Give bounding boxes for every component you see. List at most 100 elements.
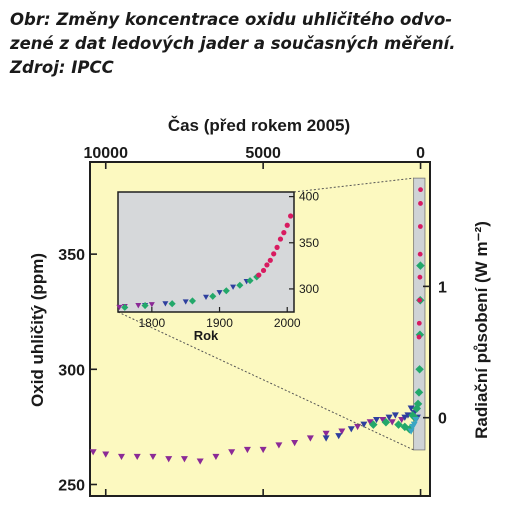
top-axis-tick-label: 5000 xyxy=(245,145,281,162)
inset-point xyxy=(260,267,267,274)
main-point xyxy=(415,365,424,374)
main-point xyxy=(416,261,425,270)
main-point xyxy=(388,419,396,426)
right-axis-title: Radiační působení (W m⁻²) xyxy=(472,221,491,439)
inset-point xyxy=(281,230,287,236)
main-point xyxy=(243,446,251,454)
top-axis-title: Čas (před rokem 2005) xyxy=(168,116,350,135)
inset-point xyxy=(277,236,284,242)
main-point xyxy=(291,440,299,447)
main-point xyxy=(354,423,362,431)
main-point xyxy=(338,428,346,435)
main-point xyxy=(228,449,236,456)
main-point xyxy=(275,442,283,449)
main-point xyxy=(413,399,423,409)
inset-point xyxy=(267,257,273,263)
caption-line-2: zené z dat ledových jader a současných m… xyxy=(10,34,456,53)
main-point xyxy=(407,405,415,412)
main-point xyxy=(322,435,330,442)
inset-point xyxy=(148,302,155,308)
inset-y-tick-label: 350 xyxy=(299,236,319,250)
inset-x-axis-title: Rok xyxy=(194,328,219,343)
main-point xyxy=(414,388,424,397)
main-point xyxy=(417,251,423,257)
left-axis-tick-label: 250 xyxy=(58,477,85,494)
left-axis-tick-label: 350 xyxy=(58,247,85,264)
main-point xyxy=(133,453,141,461)
inset-point xyxy=(256,272,262,278)
main-point xyxy=(165,456,173,463)
top-axis-tick-label: 0 xyxy=(416,145,425,162)
figure-caption: Obr: Změny koncentrace oxidu uhličitého … xyxy=(10,8,500,80)
main-point xyxy=(417,274,423,280)
main-point xyxy=(407,428,415,435)
main-point xyxy=(394,420,403,429)
caption-line-1: Obr: Změny koncentrace oxidu uhličitého … xyxy=(10,10,453,29)
inset-point xyxy=(162,301,169,307)
inset-point xyxy=(141,302,149,310)
main-point xyxy=(398,416,406,424)
inset-chart: 1800 1900 2000 300 350 400 Rok xyxy=(116,177,414,451)
main-point xyxy=(401,414,409,421)
inset-point xyxy=(135,303,142,309)
right-axis-tick-label: 1 xyxy=(438,279,447,296)
inset-y-tick-label: 300 xyxy=(299,282,319,296)
left-axis-title: Oxid uhličitý (ppm) xyxy=(28,253,47,407)
inset-point xyxy=(121,303,129,311)
caption-line-3: Zdroj: IPCC xyxy=(10,58,114,77)
main-point xyxy=(149,453,157,461)
main-point xyxy=(379,416,387,424)
main-point xyxy=(381,418,391,427)
main-point xyxy=(417,224,423,229)
inset-point xyxy=(116,304,123,311)
main-point xyxy=(418,187,423,193)
inset-point xyxy=(222,287,230,295)
main-point xyxy=(89,449,97,456)
main-point xyxy=(412,416,420,424)
main-point xyxy=(369,420,378,429)
main-point xyxy=(416,320,422,326)
axes-group: 10000 5000 0 250 300 350 0 1 xyxy=(58,145,447,496)
top-axis-tick-label: 10000 xyxy=(83,145,128,162)
inset-point xyxy=(216,290,223,296)
main-point xyxy=(360,421,368,428)
main-point xyxy=(196,458,204,465)
inset-point xyxy=(246,277,254,285)
main-point xyxy=(180,456,188,463)
main-point xyxy=(117,453,125,461)
inset-point xyxy=(230,284,237,290)
inset-point xyxy=(288,213,294,219)
inset-point xyxy=(168,300,176,308)
inset-point xyxy=(188,297,196,305)
inset-plot-area xyxy=(117,191,295,313)
inset-point xyxy=(284,222,290,228)
main-point xyxy=(418,201,423,206)
main-point xyxy=(417,297,423,303)
main-point xyxy=(366,419,374,426)
inset-point xyxy=(264,262,270,268)
main-point xyxy=(404,412,412,419)
main-series-group xyxy=(89,177,426,465)
inset-connector xyxy=(293,177,414,193)
main-point xyxy=(416,334,422,340)
inset-point xyxy=(182,299,189,305)
main-point xyxy=(347,426,355,433)
right-axis-tick-label: 0 xyxy=(438,411,447,428)
main-point xyxy=(102,451,110,458)
inset-point xyxy=(203,294,209,301)
inset-point xyxy=(274,244,280,250)
main-point xyxy=(322,430,330,438)
main-point xyxy=(306,435,314,442)
inset-x-tick-label: 1900 xyxy=(206,316,233,330)
main-point xyxy=(212,453,220,461)
main-point xyxy=(410,421,418,428)
inset-y-tick-label: 400 xyxy=(299,190,319,204)
main-point xyxy=(372,416,380,424)
main-point xyxy=(385,414,393,421)
inset-x-tick-label: 1800 xyxy=(138,316,165,330)
main-point xyxy=(259,446,267,454)
main-point xyxy=(391,412,399,419)
main-point xyxy=(335,433,343,440)
left-axis-tick-label: 300 xyxy=(58,362,85,379)
